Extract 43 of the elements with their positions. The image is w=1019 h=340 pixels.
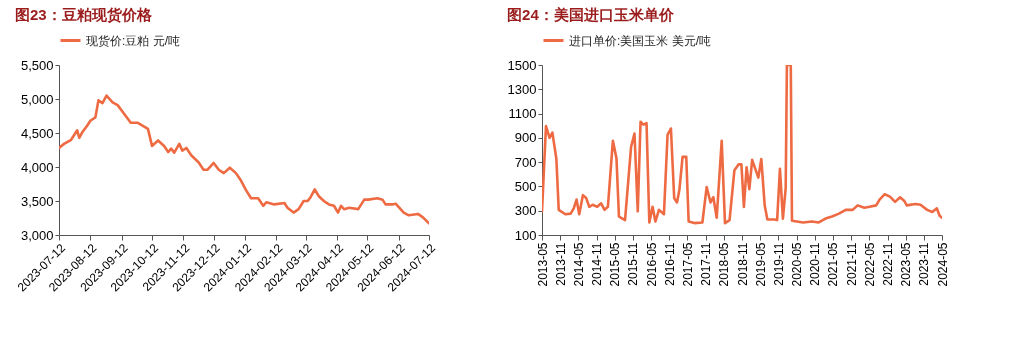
x-tick-label: 2023-11 [917,242,932,286]
x-tick-label: 2015-11 [626,242,641,286]
y-tick-label: 700 [514,154,537,170]
chart-title: 图24：美国进口玉米单价 [507,6,675,23]
chart-title: 图23：豆粕现货价格 [14,6,153,23]
x-tick-label: 2021-05 [826,242,841,287]
x-tick-label: 2014-11 [590,242,605,286]
y-tick-label: 4,500 [20,125,54,141]
x-tick-label: 2019-11 [771,242,786,286]
x-tick-label: 2022-11 [881,242,896,286]
y-tick-label: 3,000 [20,227,54,243]
x-tick-label: 2017-11 [699,242,714,286]
x-tick-label: 2014-05 [571,242,586,287]
y-tick-label: 5,500 [20,57,54,73]
x-tick-label: 2024-05 [935,242,950,287]
x-tick-label: 2023-05 [899,242,914,287]
legend-label: 现货价:豆粕 元/吨 [86,33,181,48]
x-tick-label: 2013-05 [535,242,550,287]
y-tick-label: 100 [514,227,537,243]
x-tick-label: 2020-11 [808,242,823,286]
y-tick-label: 3,500 [20,193,54,209]
x-tick-label: 2019-05 [753,242,768,287]
x-tick-label: 2017-05 [680,242,695,287]
x-tick-label: 2016-11 [662,242,677,286]
line-series [542,65,942,225]
y-tick-label: 300 [514,203,537,219]
x-tick-label: 2018-11 [735,242,750,286]
y-tick-label: 1100 [508,106,537,122]
y-tick-label: 1300 [507,81,537,97]
x-tick-label: 2016-05 [644,242,659,287]
y-tick-label: 500 [514,178,537,194]
x-tick-label: 2013-11 [553,242,568,286]
y-tick-label: 900 [514,130,537,146]
y-tick-label: 4,000 [20,159,54,175]
x-tick-label: 2018-05 [717,242,732,287]
x-tick-label: 2022-05 [862,242,877,287]
legend-label: 进口单价:美国玉米 美元/吨 [569,33,712,48]
x-tick-label: 2021-11 [844,242,859,286]
line-series [59,94,429,225]
y-tick-label: 5,000 [20,91,54,107]
x-tick-label: 2015-05 [608,242,623,287]
x-tick-label: 2020-05 [790,242,805,287]
y-tick-label: 1500 [507,57,537,73]
